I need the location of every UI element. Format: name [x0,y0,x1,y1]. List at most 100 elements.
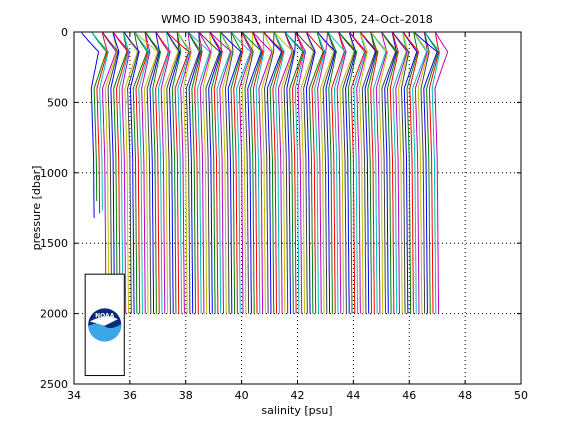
profile-line [171,32,182,314]
x-tick-label: 44 [346,389,360,402]
profile-line [420,32,430,314]
profile-line [216,32,231,314]
profile-line [91,32,109,211]
profile-line [261,32,274,314]
profile-line [96,32,108,214]
profile-line [127,32,139,314]
profile-line [123,32,138,314]
profile-line [241,32,253,314]
profile-line [358,32,368,314]
y-tick-label: 500 [47,96,68,109]
x-tick-label: 46 [402,389,416,402]
profile-line [286,32,296,314]
profile-line [263,32,284,314]
profile-line [413,32,429,314]
profile-line [177,32,191,314]
y-tick-label: 2000 [40,308,68,321]
profile-line [231,32,252,314]
profile-line [274,32,294,314]
profile-line [345,32,357,314]
profile-line [274,32,285,314]
profile-line [308,32,324,314]
profile-line [210,32,222,314]
profile-line [202,32,213,314]
profile-line [238,32,253,314]
profile-line [285,32,304,314]
profile-line [414,32,428,314]
profile-line [331,32,345,314]
profile-line [157,32,170,314]
profile-line [233,32,244,314]
profile-line [188,32,211,314]
profile-line [198,32,212,314]
profile-line [403,32,420,314]
profile-line [295,32,307,314]
y-axis-label: pressure [dbar] [30,166,43,251]
profile-line [118,32,130,314]
profile-line [412,32,428,314]
profile-line [375,32,388,314]
profile-line [134,32,150,314]
profile-line [381,32,398,314]
profile-line [392,32,408,314]
profile-line [241,32,254,314]
profile-line [300,32,314,314]
profile-line [220,32,233,314]
profile-line [135,32,159,314]
profile-line [349,32,367,314]
profile-line [163,32,179,314]
profile-line [398,32,409,314]
profile-line [104,32,118,314]
x-tick-label: 38 [179,389,193,402]
profile-line [424,32,441,314]
profile-line [263,32,283,314]
profile-line [242,32,263,314]
profile-line [247,32,262,314]
noaa-logo: NOAA [84,273,125,377]
profile-line [101,32,117,314]
profile-line [81,32,100,218]
profile-line [306,32,325,314]
x-tick-label: 36 [123,389,137,402]
x-tick-label: 48 [458,389,472,402]
profile-line [167,32,190,314]
profile-line [91,32,108,202]
profile-line [199,32,221,314]
profile-line [285,32,306,314]
profile-line [155,32,169,314]
profile-line [166,32,181,314]
x-axis-ticks: 34 36 38 40 42 44 46 48 50 [67,32,528,402]
profile-line [135,32,149,314]
profile-line [230,32,243,314]
y-tick-label: 1500 [40,237,68,250]
x-tick-label: 34 [67,389,81,402]
profile-line [314,32,326,314]
profile-line [253,32,273,314]
profile-line [220,32,242,314]
profile-line [370,32,387,314]
profile-line [224,32,234,314]
profile-line [360,32,379,314]
profile-line [113,32,128,314]
profile-line [339,32,355,314]
profile-line [349,32,366,314]
profile-line [132,32,148,314]
profile-line [305,32,316,314]
profile-line [317,32,328,314]
x-axis-label: salinity [psu] [261,404,332,417]
profile-line [327,32,337,314]
logo-wave [88,323,122,342]
profile-line [371,32,389,314]
profile-line [255,32,265,314]
profile-line [113,32,131,314]
profile-line [269,32,283,314]
profile-line [328,32,346,314]
profile-line [403,32,418,314]
profile-line [180,32,192,314]
profile-line [389,32,399,314]
profile-line [414,32,438,314]
profile-line [296,32,315,314]
profile-line [428,32,440,314]
profile-line [252,32,264,314]
